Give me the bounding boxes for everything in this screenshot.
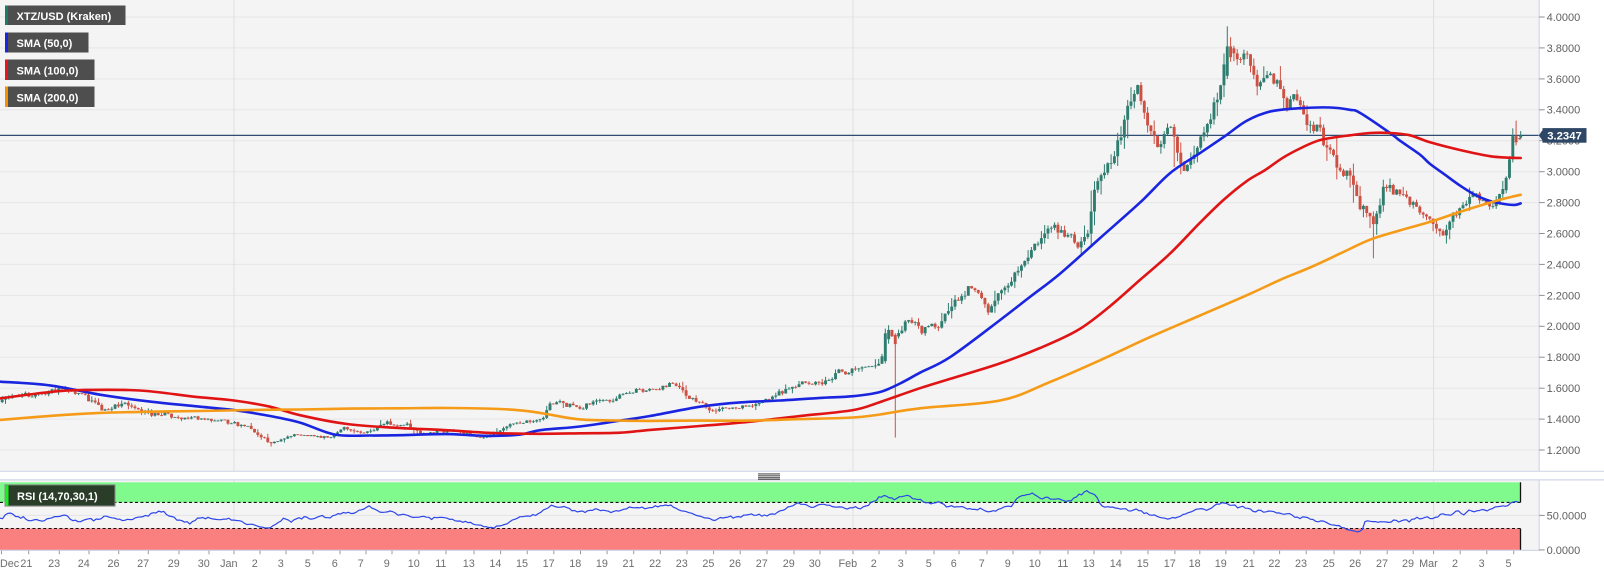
svg-text:3: 3 <box>898 558 904 570</box>
svg-text:2: 2 <box>1452 558 1458 570</box>
svg-text:26: 26 <box>1349 558 1361 570</box>
svg-text:25: 25 <box>1323 558 1335 570</box>
svg-text:SMA (100,0): SMA (100,0) <box>17 65 79 77</box>
svg-text:6: 6 <box>951 558 957 570</box>
svg-text:50.0000: 50.0000 <box>1547 510 1587 522</box>
svg-text:5: 5 <box>1505 558 1511 570</box>
svg-text:29: 29 <box>1402 558 1414 570</box>
svg-text:17: 17 <box>1164 558 1176 570</box>
svg-text:26: 26 <box>729 558 741 570</box>
svg-text:24: 24 <box>78 558 90 570</box>
svg-text:18: 18 <box>569 558 581 570</box>
svg-text:5: 5 <box>305 558 311 570</box>
svg-text:XTZ/USD (Kraken): XTZ/USD (Kraken) <box>17 11 112 23</box>
svg-text:2.2000: 2.2000 <box>1547 290 1581 302</box>
svg-text:1.4000: 1.4000 <box>1547 414 1581 426</box>
svg-text:15: 15 <box>1137 558 1149 570</box>
svg-text:26: 26 <box>107 558 119 570</box>
svg-text:17: 17 <box>543 558 555 570</box>
svg-text:29: 29 <box>783 558 795 570</box>
svg-text:3.0000: 3.0000 <box>1547 167 1581 179</box>
svg-text:10: 10 <box>408 558 420 570</box>
svg-text:2.8000: 2.8000 <box>1547 198 1581 210</box>
svg-text:14: 14 <box>1110 558 1122 570</box>
svg-text:3.2347: 3.2347 <box>1547 131 1582 143</box>
svg-text:2.4000: 2.4000 <box>1547 259 1581 271</box>
svg-text:9: 9 <box>384 558 390 570</box>
svg-text:27: 27 <box>1376 558 1388 570</box>
svg-text:27: 27 <box>756 558 768 570</box>
svg-text:15: 15 <box>516 558 528 570</box>
svg-text:Feb: Feb <box>838 558 857 570</box>
svg-text:13: 13 <box>1083 558 1095 570</box>
svg-text:2: 2 <box>252 558 258 570</box>
svg-text:10: 10 <box>1029 558 1041 570</box>
svg-text:Mar: Mar <box>1419 558 1438 570</box>
svg-text:25: 25 <box>702 558 714 570</box>
svg-text:11: 11 <box>1057 558 1068 570</box>
svg-text:0.0000: 0.0000 <box>1547 545 1581 557</box>
svg-text:1.2000: 1.2000 <box>1547 445 1581 457</box>
svg-text:30: 30 <box>809 558 821 570</box>
svg-text:Dec: Dec <box>0 558 20 570</box>
svg-text:3: 3 <box>278 558 284 570</box>
svg-text:1.6000: 1.6000 <box>1547 383 1581 395</box>
svg-text:9: 9 <box>1005 558 1011 570</box>
svg-text:23: 23 <box>676 558 688 570</box>
svg-text:13: 13 <box>463 558 475 570</box>
svg-text:SMA (200,0): SMA (200,0) <box>17 92 79 104</box>
svg-text:5: 5 <box>926 558 932 570</box>
svg-text:6: 6 <box>332 558 338 570</box>
svg-text:1.8000: 1.8000 <box>1547 352 1581 364</box>
svg-text:7: 7 <box>979 558 985 570</box>
svg-text:27: 27 <box>137 558 149 570</box>
svg-text:21: 21 <box>20 558 32 570</box>
svg-text:23: 23 <box>48 558 60 570</box>
svg-text:18: 18 <box>1189 558 1201 570</box>
svg-text:2.0000: 2.0000 <box>1547 321 1581 333</box>
svg-text:3: 3 <box>1479 558 1485 570</box>
svg-text:14: 14 <box>489 558 501 570</box>
svg-text:19: 19 <box>596 558 608 570</box>
svg-text:29: 29 <box>168 558 180 570</box>
svg-text:21: 21 <box>1243 558 1255 570</box>
svg-text:3.8000: 3.8000 <box>1547 43 1581 55</box>
svg-text:22: 22 <box>1268 558 1280 570</box>
svg-text:4.0000: 4.0000 <box>1547 12 1581 24</box>
svg-text:RSI (14,70,30,1): RSI (14,70,30,1) <box>17 491 98 503</box>
svg-text:Jan: Jan <box>220 558 237 570</box>
svg-text:22: 22 <box>649 558 661 570</box>
svg-text:7: 7 <box>358 558 364 570</box>
svg-text:2.6000: 2.6000 <box>1547 228 1581 240</box>
svg-text:19: 19 <box>1215 558 1227 570</box>
svg-text:21: 21 <box>622 558 634 570</box>
svg-text:23: 23 <box>1295 558 1307 570</box>
svg-text:30: 30 <box>198 558 210 570</box>
svg-text:11: 11 <box>435 558 446 570</box>
svg-text:2: 2 <box>871 558 877 570</box>
svg-text:3.6000: 3.6000 <box>1547 74 1581 86</box>
svg-text:3.4000: 3.4000 <box>1547 105 1581 117</box>
svg-text:SMA (50,0): SMA (50,0) <box>17 38 73 50</box>
